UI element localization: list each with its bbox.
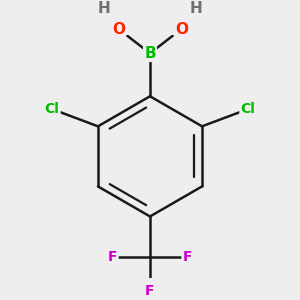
- Text: O: O: [175, 22, 188, 37]
- Text: F: F: [108, 250, 118, 263]
- Text: B: B: [144, 46, 156, 61]
- Text: F: F: [145, 284, 155, 298]
- Text: O: O: [112, 22, 125, 37]
- Text: Cl: Cl: [45, 102, 60, 116]
- Text: H: H: [98, 2, 111, 16]
- Text: F: F: [182, 250, 192, 263]
- Text: Cl: Cl: [240, 102, 255, 116]
- Text: H: H: [189, 2, 202, 16]
